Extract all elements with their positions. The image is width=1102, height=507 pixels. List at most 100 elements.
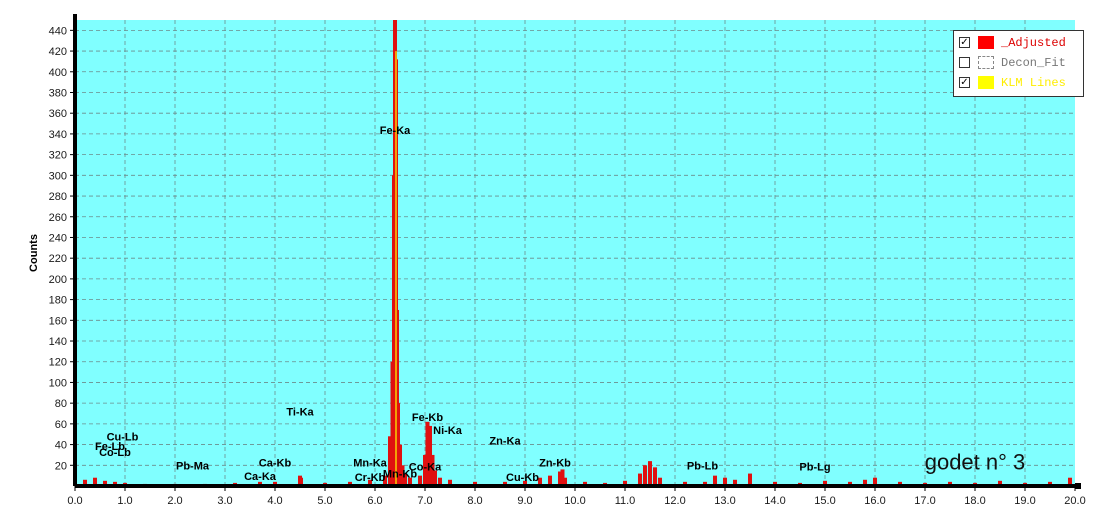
y-tick-label: 80 <box>55 398 67 410</box>
x-tick-label: 4.0 <box>267 495 282 507</box>
spectrum-bar <box>383 475 387 486</box>
y-axis-label: Counts <box>28 234 40 272</box>
spectrum-bar <box>648 461 652 486</box>
spectrum-bar <box>395 309 399 486</box>
spectrum-bar <box>503 481 507 486</box>
spectrum-bar <box>396 403 400 486</box>
grid <box>75 20 1075 486</box>
spectrum-bar <box>653 467 657 486</box>
x-tick-label: 10.0 <box>564 495 585 507</box>
spectrum-bar <box>273 481 277 486</box>
spectrum-bar <box>258 481 262 486</box>
y-tick-label: 340 <box>49 129 67 141</box>
element-label: Cr-Kb <box>355 472 386 484</box>
spectrum-bar <box>403 473 407 486</box>
legend-label-adjusted: _Adjusted <box>1001 36 1066 50</box>
spectrum-bar <box>473 481 477 486</box>
spectrum-bar <box>823 480 827 486</box>
spectrum-bar <box>658 477 662 486</box>
spectrum-bar <box>748 473 752 486</box>
legend-swatch-decon-fit <box>978 56 994 69</box>
y-tick-label: 260 <box>49 212 67 224</box>
y-tick-label: 220 <box>49 253 67 265</box>
legend-checkbox-adjusted[interactable]: ✓ <box>959 37 970 48</box>
y-tick-label: 320 <box>49 150 67 162</box>
spectrum-bar <box>438 477 442 486</box>
x-tick-label: 17.0 <box>914 495 935 507</box>
spectrum-bar <box>398 444 402 486</box>
element-label: Cu-Lb <box>107 431 139 443</box>
spectrum-bar <box>400 465 405 486</box>
spectrum-bar <box>583 481 587 486</box>
y-tick-label: 380 <box>49 87 67 99</box>
legend-swatch-klm-lines <box>978 76 994 89</box>
x-tick-label: 15.0 <box>814 495 835 507</box>
spectrum-bar <box>93 477 97 486</box>
spectrum-bar <box>523 480 527 486</box>
element-label: Fe-Kb <box>412 412 443 424</box>
spectrum-bar <box>418 475 422 486</box>
legend-checkbox-klm-lines[interactable]: ✓ <box>959 77 970 88</box>
spectrum-bar <box>723 477 727 486</box>
element-label: Fe-Lb <box>95 441 125 453</box>
x-tick-label: 12.0 <box>664 495 685 507</box>
spectrum-bar <box>863 479 867 486</box>
spectrum-bar <box>408 477 412 486</box>
y-axis-cap <box>73 14 77 20</box>
element-label: Zn-Kb <box>539 457 571 469</box>
element-label: Co-Lb <box>99 447 131 459</box>
element-label: Pb-Lb <box>687 460 718 472</box>
spectrum-bar <box>643 465 647 486</box>
x-axis-cap <box>1075 483 1081 489</box>
y-tick-label: 440 <box>49 25 67 37</box>
spectrum-bar <box>423 454 427 486</box>
element-label: Pb-Ma <box>176 460 210 472</box>
legend-label-decon-fit: Decon_Fit <box>1001 56 1066 70</box>
x-tick-label: 16.0 <box>864 495 885 507</box>
x-tick-label: 0.0 <box>67 495 82 507</box>
element-label: Ca-Kb <box>259 457 292 469</box>
legend-item-klm-lines[interactable]: ✓ KLM Lines <box>954 73 1085 93</box>
spectrum-bar <box>299 477 303 486</box>
legend-item-adjusted[interactable]: ✓ _Adjusted <box>954 33 1085 53</box>
spectrum-bar <box>428 425 432 486</box>
y-tick-label: 60 <box>55 419 67 431</box>
spectrum-bar <box>548 475 552 486</box>
spectrum-bar <box>348 481 352 486</box>
legend-box: ✓ _Adjusted Decon_Fit ✓ KLM Lines <box>953 30 1084 97</box>
element-label: Pb-Lg <box>799 461 830 473</box>
legend-item-decon-fit[interactable]: Decon_Fit <box>954 53 1085 73</box>
x-tick-label: 6.0 <box>367 495 382 507</box>
spectrum-bar <box>898 481 902 486</box>
spectrum-bar <box>83 479 87 486</box>
x-tick-label: 19.0 <box>1014 495 1035 507</box>
spectrum-bar <box>563 477 567 486</box>
spectrum-bar <box>713 475 717 486</box>
spectrum-bar <box>948 481 952 486</box>
spectrum-bar <box>773 481 777 486</box>
spectrum-bar <box>368 479 372 486</box>
element-label: Fe-Ka <box>380 125 411 137</box>
spectrum-bar <box>538 477 542 486</box>
element-label: Co-Ka <box>409 461 442 473</box>
x-tick-label: 3.0 <box>217 495 232 507</box>
spectrum-bar <box>113 481 117 486</box>
element-label: Ca-Ka <box>244 471 277 483</box>
x-tick-label: 13.0 <box>714 495 735 507</box>
spectrum-bar <box>430 454 435 486</box>
element-label: Mn-Kb <box>383 469 417 481</box>
x-tick-label: 9.0 <box>517 495 532 507</box>
x-tick-label: 5.0 <box>317 495 332 507</box>
legend-swatch-adjusted <box>978 36 994 49</box>
legend-checkbox-decon-fit[interactable] <box>959 57 970 68</box>
spectrum-bar <box>448 479 452 486</box>
x-tick-label: 8.0 <box>467 495 482 507</box>
x-tick-label: 18.0 <box>964 495 985 507</box>
element-label: Ni-Ka <box>433 425 463 437</box>
y-tick-label: 160 <box>49 315 67 327</box>
spectrum-bar <box>873 477 877 486</box>
spectrum-bar <box>560 469 565 486</box>
legend-label-klm-lines: KLM Lines <box>1001 76 1066 90</box>
spectrum-bar <box>558 471 562 486</box>
